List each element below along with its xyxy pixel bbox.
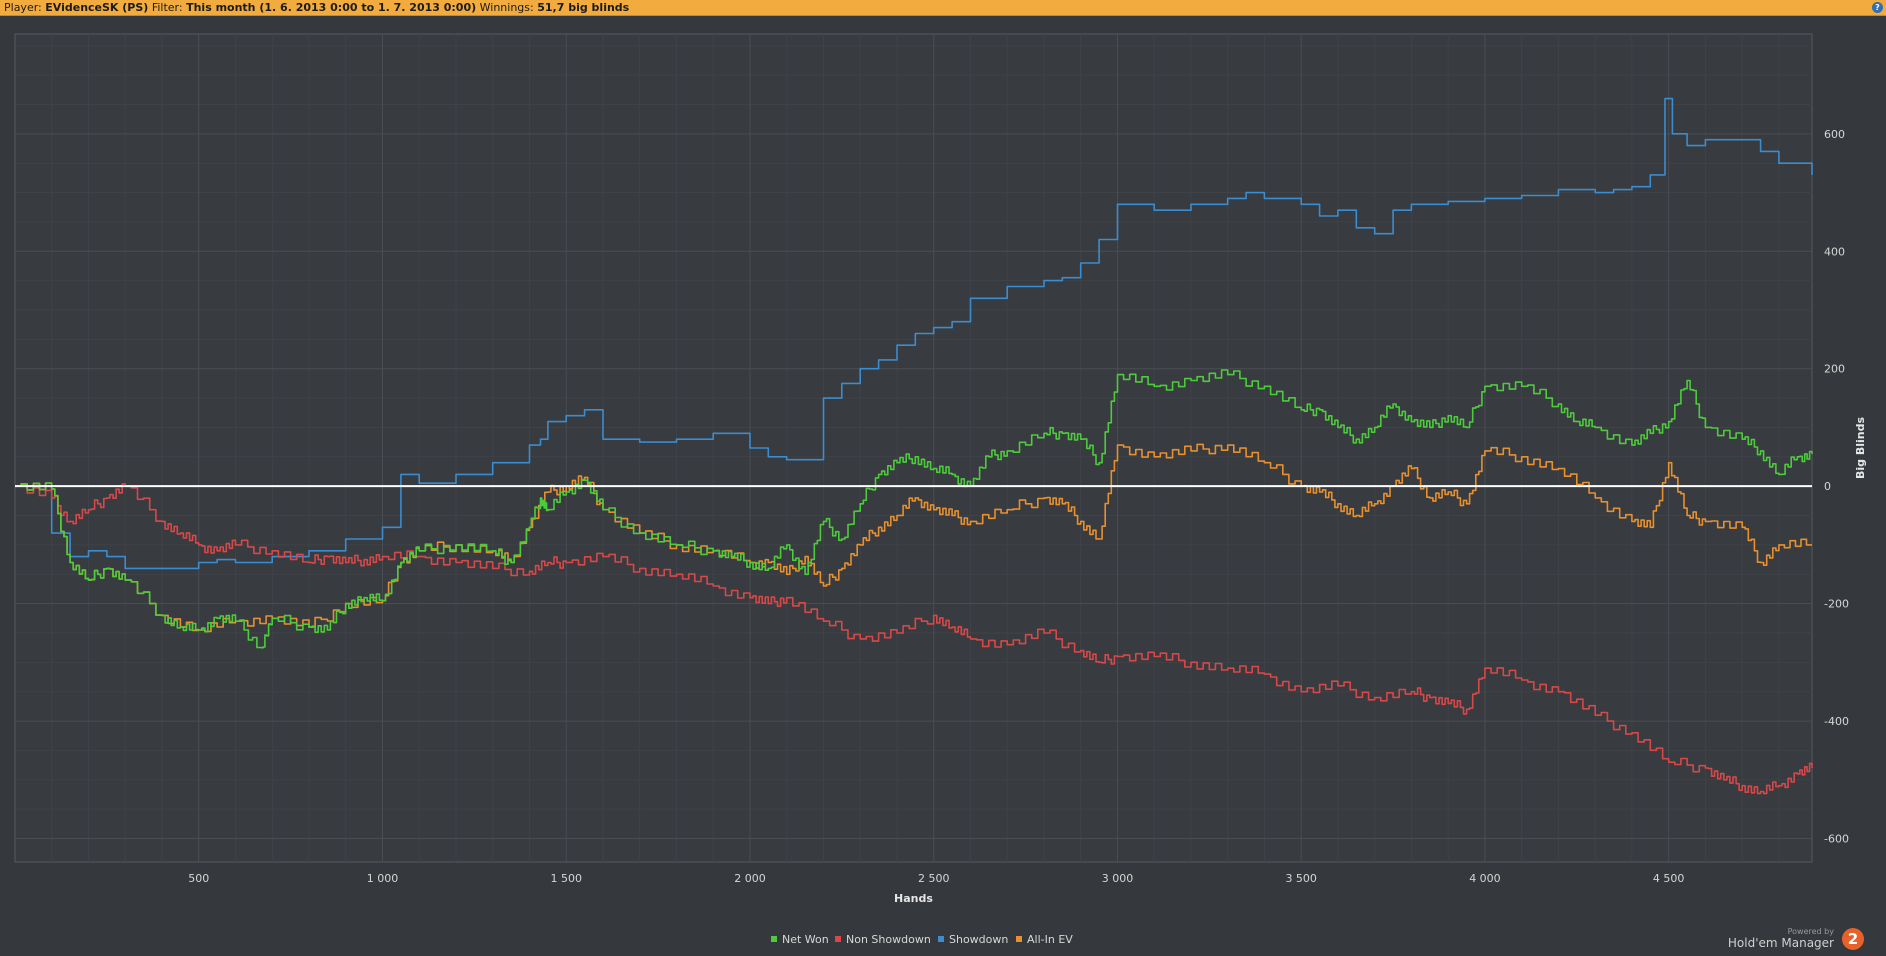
info-bar: Player: EVidenceSK (PS) Filter: This mon… bbox=[0, 0, 1886, 16]
y-tick-label: 400 bbox=[1824, 245, 1845, 258]
series-line-showdown bbox=[15, 97, 1813, 570]
legend-swatch-all-in-ev bbox=[1016, 936, 1022, 942]
product-name: Hold'em Manager bbox=[1727, 936, 1834, 950]
branding: Powered by Hold'em Manager 2 bbox=[1728, 927, 1864, 950]
y-tick-label: 200 bbox=[1824, 363, 1845, 376]
x-tick-label: 2 500 bbox=[918, 872, 950, 885]
hm2-logo-icon: 2 bbox=[1842, 928, 1864, 950]
x-tick-label: 1 500 bbox=[550, 872, 582, 885]
series-line-net-won bbox=[15, 369, 1813, 649]
x-tick-label: 500 bbox=[188, 872, 209, 885]
legend-swatch-net-won bbox=[771, 936, 777, 942]
y-tick-label: 600 bbox=[1824, 128, 1845, 141]
winnings-label: Winnings: bbox=[479, 1, 534, 14]
y-tick-label: -400 bbox=[1824, 715, 1849, 728]
legend-label-non-showdown: Non Showdown bbox=[846, 933, 931, 946]
legend-label-all-in-ev: All-In EV bbox=[1027, 933, 1073, 946]
legend-swatch-non-showdown bbox=[835, 936, 841, 942]
x-tick-label: 3 500 bbox=[1285, 872, 1317, 885]
winnings-value: 51,7 big blinds bbox=[537, 1, 630, 14]
x-tick-label: 2 000 bbox=[734, 872, 766, 885]
x-tick-label: 3 000 bbox=[1102, 872, 1134, 885]
y-tick-label: -600 bbox=[1824, 833, 1849, 846]
x-tick-label: 4 000 bbox=[1469, 872, 1501, 885]
filter-label: Filter: bbox=[151, 1, 183, 14]
help-icon[interactable]: ? bbox=[1872, 2, 1883, 13]
plot-area bbox=[14, 33, 1813, 863]
y-tick-label: -200 bbox=[1824, 598, 1849, 611]
legend-label-net-won: Net Won bbox=[782, 933, 829, 946]
player-label: Player: bbox=[4, 1, 42, 14]
legend-swatch-showdown bbox=[938, 936, 944, 942]
player-value: EVidenceSK (PS) bbox=[45, 1, 149, 14]
x-tick-label: 1 000 bbox=[367, 872, 399, 885]
x-axis-title: Hands bbox=[894, 892, 933, 905]
x-tick-label: 4 500 bbox=[1653, 872, 1685, 885]
powered-by-text: Powered by bbox=[1787, 927, 1834, 936]
winnings-graph: 500 1 000 1 500 2 000 2 500 3 000 3 500 4 000 4 … bbox=[14, 33, 1867, 946]
legend-label-showdown: Showdown bbox=[949, 933, 1008, 946]
y-axis-title: Big Blinds bbox=[1854, 417, 1867, 479]
filter-value[interactable]: This month (1. 6. 2013 0:00 to 1. 7. 201… bbox=[186, 1, 477, 14]
series-line-non-showdown bbox=[15, 483, 1813, 795]
y-tick-label: 0 bbox=[1824, 480, 1831, 493]
